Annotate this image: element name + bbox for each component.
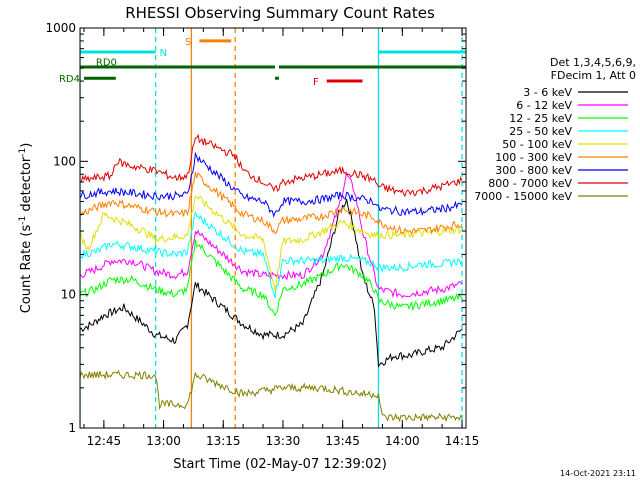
legend-label: 3 - 6 keV (523, 86, 572, 99)
series-line-300-800-kev (80, 151, 463, 218)
axes: 1 10 100 1000 12:45 13:00 13:15 13:30 13:45 14:00… (45, 21, 479, 448)
y-tick-label: 10 (61, 288, 76, 302)
legend-label: 100 - 300 keV (495, 151, 572, 164)
legend-label: 50 - 100 keV (502, 138, 572, 151)
x-tick-label: 13:00 (146, 434, 181, 448)
x-tick-label: 12:45 (87, 434, 122, 448)
x-tick-label: 13:30 (266, 434, 301, 448)
series-line-7000-15000-kev (80, 369, 463, 423)
y-axis-label: Count Rate (s-1 detector-1) (18, 143, 34, 314)
series-line-800-7000-kev (80, 133, 463, 198)
marker-label: S (185, 37, 191, 48)
x-tick-label: 14:15 (445, 434, 480, 448)
x-tick-label: 13:15 (206, 434, 241, 448)
legend-label: 25 - 50 keV (509, 125, 572, 138)
plot-content (80, 28, 466, 428)
marker-label: F (313, 77, 319, 88)
x-tick-label: 13:45 (325, 434, 360, 448)
legend-header-line: FDecim 1, Att 0 (551, 69, 636, 82)
series-line-50-100-kev (80, 195, 463, 291)
x-axis-label: Start Time (02-May-07 12:39:02) (173, 457, 387, 472)
legend: Det 1,3,4,5,6,9, FDecim 1, Att 0 3 - 6 k… (474, 56, 636, 203)
marker-label: RD0 (96, 58, 117, 69)
y-axis-label-part: detector (19, 156, 34, 216)
series-line-3-6-kev (80, 198, 463, 368)
y-axis-label-part: Count Rate (s (19, 225, 34, 314)
marker-label: RD4 (59, 74, 80, 85)
y-tick-label: 1000 (45, 21, 76, 35)
series-line-25-50-kev (80, 210, 463, 299)
legend-label: 6 - 12 keV (516, 99, 572, 112)
plot-frame (79, 27, 467, 429)
series-line-6-12-kev (80, 172, 463, 299)
y-tick-label: 100 (53, 154, 76, 168)
x-tick-label: 14:00 (385, 434, 420, 448)
plot-area (80, 28, 466, 428)
series-line-100-300-kev (80, 171, 463, 236)
legend-label: 7000 - 15000 keV (474, 190, 572, 203)
y-tick-label: 1 (68, 421, 76, 435)
legend-header-line: Det 1,3,4,5,6,9, (550, 56, 636, 69)
marker-label: N (160, 48, 167, 59)
legend-label: 300 - 800 keV (495, 164, 572, 177)
y-axis-label-exp: -1 (18, 148, 28, 157)
series-line-12-25-kev (80, 239, 463, 317)
y-axis-label-exp: -1 (18, 216, 28, 225)
y-axis-label-part: ) (19, 143, 34, 148)
footer-date: 14-Oct-2021 23:11 (560, 469, 636, 478)
legend-label: 800 - 7000 keV (488, 177, 572, 190)
chart-title: RHESSI Observing Summary Count Rates (125, 4, 435, 22)
legend-label: 12 - 25 keV (509, 112, 572, 125)
